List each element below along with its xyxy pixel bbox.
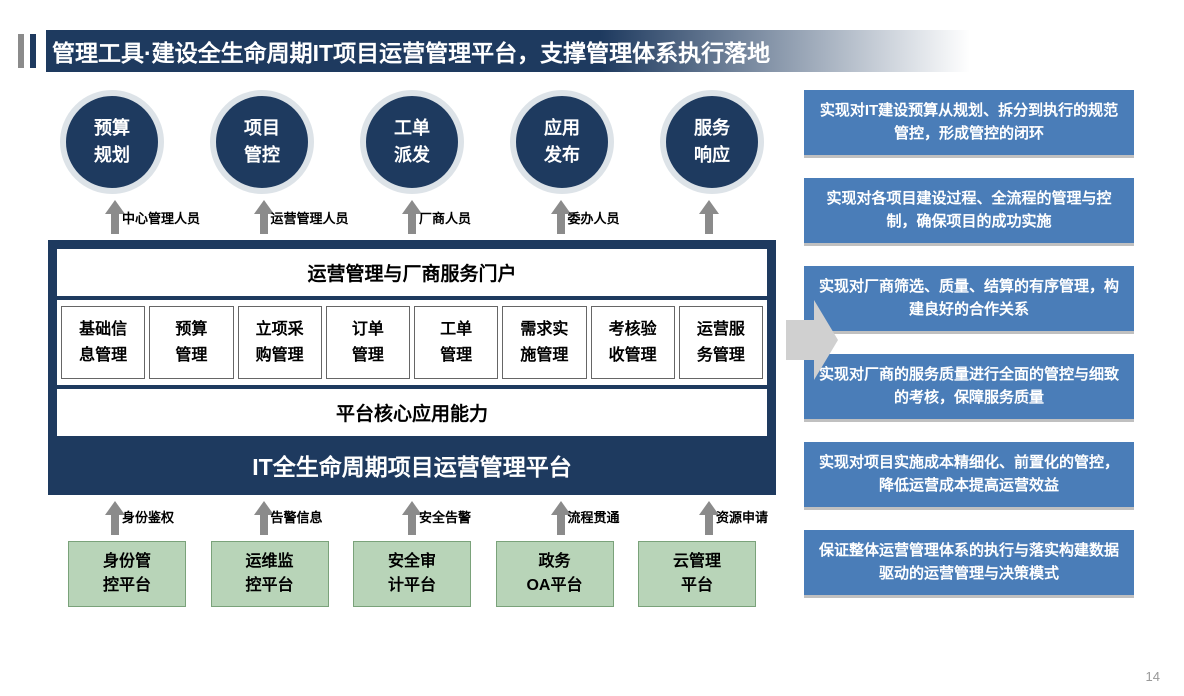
- benefit-item: 实现对厂商筛选、质量、结算的有序管理，构建良好的合作关系: [804, 266, 1134, 334]
- arrow-up: 身份鉴权: [100, 501, 130, 535]
- diagram-left: 预算规划 项目管控 工单派发 应用发布 服务响应 中心管理人员 运营管理人员 厂…: [48, 90, 776, 618]
- circle-budget: 预算规划: [60, 90, 164, 194]
- top-arrows-row: 中心管理人员 运营管理人员 厂商人员 委办人员: [48, 194, 776, 238]
- box-identity: 身份管控平台: [68, 541, 186, 607]
- module-procure: 立项采购管理: [238, 306, 322, 379]
- arrow-label: 厂商人员: [419, 208, 471, 227]
- benefit-item: 保证整体运营管理体系的执行与落实构建数据驱动的运营管理与决策模式: [804, 530, 1134, 598]
- platform-container: 运营管理与厂商服务门户 基础信息管理 预算管理 立项采购管理 订单管理 工单管理…: [48, 240, 776, 495]
- arrow-label: 运营管理人员: [271, 208, 349, 227]
- arrow-label: 委办人员: [568, 208, 620, 227]
- arrow-up: 委办人员: [546, 200, 576, 234]
- arrow-up: 安全告警: [397, 501, 427, 535]
- title-accent-gray: [18, 34, 24, 68]
- benefits-panel: 实现对IT建设预算从规划、拆分到执行的规范管控，形成管控的闭环 实现对各项目建设…: [804, 90, 1134, 618]
- arrow-label: 流程贯通: [568, 507, 620, 526]
- circle-workorder: 工单派发: [360, 90, 464, 194]
- page-number: 14: [1146, 669, 1160, 684]
- circle-service: 服务响应: [660, 90, 764, 194]
- circle-app: 应用发布: [510, 90, 614, 194]
- bottom-arrows-row: 身份鉴权 告警信息 安全告警 流程贯通 资源申请: [48, 495, 776, 541]
- core-box: 平台核心应用能力: [57, 389, 767, 436]
- page-title: 管理工具·建设全生命周期IT项目运营管理平台，支撑管理体系执行落地: [46, 30, 970, 72]
- box-gov-oa: 政务OA平台: [496, 541, 614, 607]
- circles-row: 预算规划 项目管控 工单派发 应用发布 服务响应: [48, 90, 776, 194]
- module-ops: 运营服务管理: [679, 306, 763, 379]
- arrow-up: [694, 200, 724, 234]
- arrow-label: 中心管理人员: [122, 208, 200, 227]
- arrow-label: 身份鉴权: [122, 507, 174, 526]
- arrow-up: 运营管理人员: [249, 200, 279, 234]
- benefit-item: 实现对IT建设预算从规划、拆分到执行的规范管控，形成管控的闭环: [804, 90, 1134, 158]
- portal-box: 运营管理与厂商服务门户: [57, 249, 767, 296]
- benefit-item: 实现对项目实施成本精细化、前置化的管控，降低运营成本提高运营效益: [804, 442, 1134, 510]
- box-cloud: 云管理平台: [638, 541, 756, 607]
- arrow-up: 流程贯通: [546, 501, 576, 535]
- big-arrow-right-icon: [786, 300, 838, 385]
- title-accent-blue: [30, 34, 36, 68]
- box-ops-monitor: 运维监控平台: [211, 541, 329, 607]
- arrow-up: 告警信息: [249, 501, 279, 535]
- benefit-item: 实现对各项目建设过程、全流程的管理与控制，确保项目的成功实施: [804, 178, 1134, 246]
- box-security-audit: 安全审计平台: [353, 541, 471, 607]
- module-require: 需求实施管理: [502, 306, 586, 379]
- arrow-label: 资源申请: [716, 507, 768, 526]
- modules-row: 基础信息管理 预算管理 立项采购管理 订单管理 工单管理 需求实施管理 考核验收…: [57, 300, 767, 385]
- bottom-boxes-row: 身份管控平台 运维监控平台 安全审计平台 政务OA平台 云管理平台: [48, 541, 776, 607]
- module-budget: 预算管理: [149, 306, 233, 379]
- title-bar: 管理工具·建设全生命周期IT项目运营管理平台，支撑管理体系执行落地: [18, 30, 1184, 72]
- module-workorder: 工单管理: [414, 306, 498, 379]
- arrow-label: 告警信息: [271, 507, 323, 526]
- module-order: 订单管理: [326, 306, 410, 379]
- arrow-up: 中心管理人员: [100, 200, 130, 234]
- module-assess: 考核验收管理: [591, 306, 675, 379]
- module-basic: 基础信息管理: [61, 306, 145, 379]
- arrow-up: 厂商人员: [397, 200, 427, 234]
- arrow-up: 资源申请: [694, 501, 724, 535]
- platform-title: IT全生命周期项目运营管理平台: [53, 440, 771, 490]
- arrow-label: 安全告警: [419, 507, 471, 526]
- benefit-item: 实现对厂商的服务质量进行全面的管控与细致的考核，保障服务质量: [804, 354, 1134, 422]
- circle-project: 项目管控: [210, 90, 314, 194]
